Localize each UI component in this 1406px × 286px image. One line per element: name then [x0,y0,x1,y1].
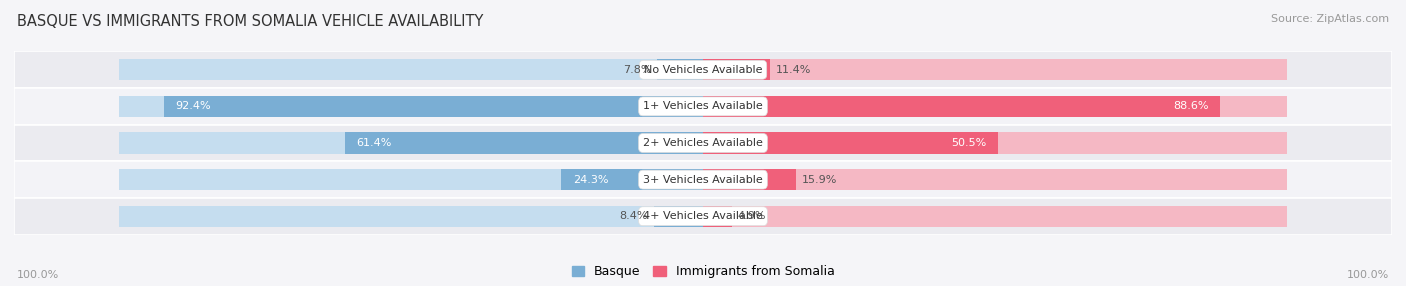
Bar [703,59,769,80]
Bar [703,206,731,227]
Text: 4.9%: 4.9% [738,211,766,221]
Bar [120,96,703,117]
Bar [703,132,1286,154]
Text: Source: ZipAtlas.com: Source: ZipAtlas.com [1271,14,1389,24]
Text: 92.4%: 92.4% [176,102,211,111]
Bar [703,169,1286,190]
Text: BASQUE VS IMMIGRANTS FROM SOMALIA VEHICLE AVAILABILITY: BASQUE VS IMMIGRANTS FROM SOMALIA VEHICL… [17,14,484,29]
Bar [344,132,703,154]
Bar [658,59,703,80]
Text: No Vehicles Available: No Vehicles Available [644,65,762,75]
Text: 15.9%: 15.9% [801,175,837,184]
Text: 11.4%: 11.4% [775,65,811,75]
Bar [120,169,703,190]
Bar [120,132,703,154]
Bar [654,206,703,227]
Text: 100.0%: 100.0% [17,270,59,280]
Bar [14,88,1392,125]
Text: 8.4%: 8.4% [620,211,648,221]
Bar [14,161,1392,198]
Bar [703,96,1286,117]
Text: 50.5%: 50.5% [950,138,986,148]
Bar [703,59,1286,80]
Text: 100.0%: 100.0% [1347,270,1389,280]
Bar [120,206,703,227]
Bar [163,96,703,117]
Bar [14,51,1392,88]
Text: 7.8%: 7.8% [623,65,651,75]
Bar [703,132,998,154]
Bar [14,198,1392,235]
Legend: Basque, Immigrants from Somalia: Basque, Immigrants from Somalia [567,260,839,283]
Text: 2+ Vehicles Available: 2+ Vehicles Available [643,138,763,148]
Bar [14,125,1392,161]
Bar [703,96,1220,117]
Text: 1+ Vehicles Available: 1+ Vehicles Available [643,102,763,111]
Text: 61.4%: 61.4% [356,138,391,148]
Text: 24.3%: 24.3% [572,175,609,184]
Bar [120,59,703,80]
Text: 3+ Vehicles Available: 3+ Vehicles Available [643,175,763,184]
Text: 4+ Vehicles Available: 4+ Vehicles Available [643,211,763,221]
Text: 88.6%: 88.6% [1173,102,1209,111]
Bar [703,206,1286,227]
Bar [561,169,703,190]
Bar [703,169,796,190]
